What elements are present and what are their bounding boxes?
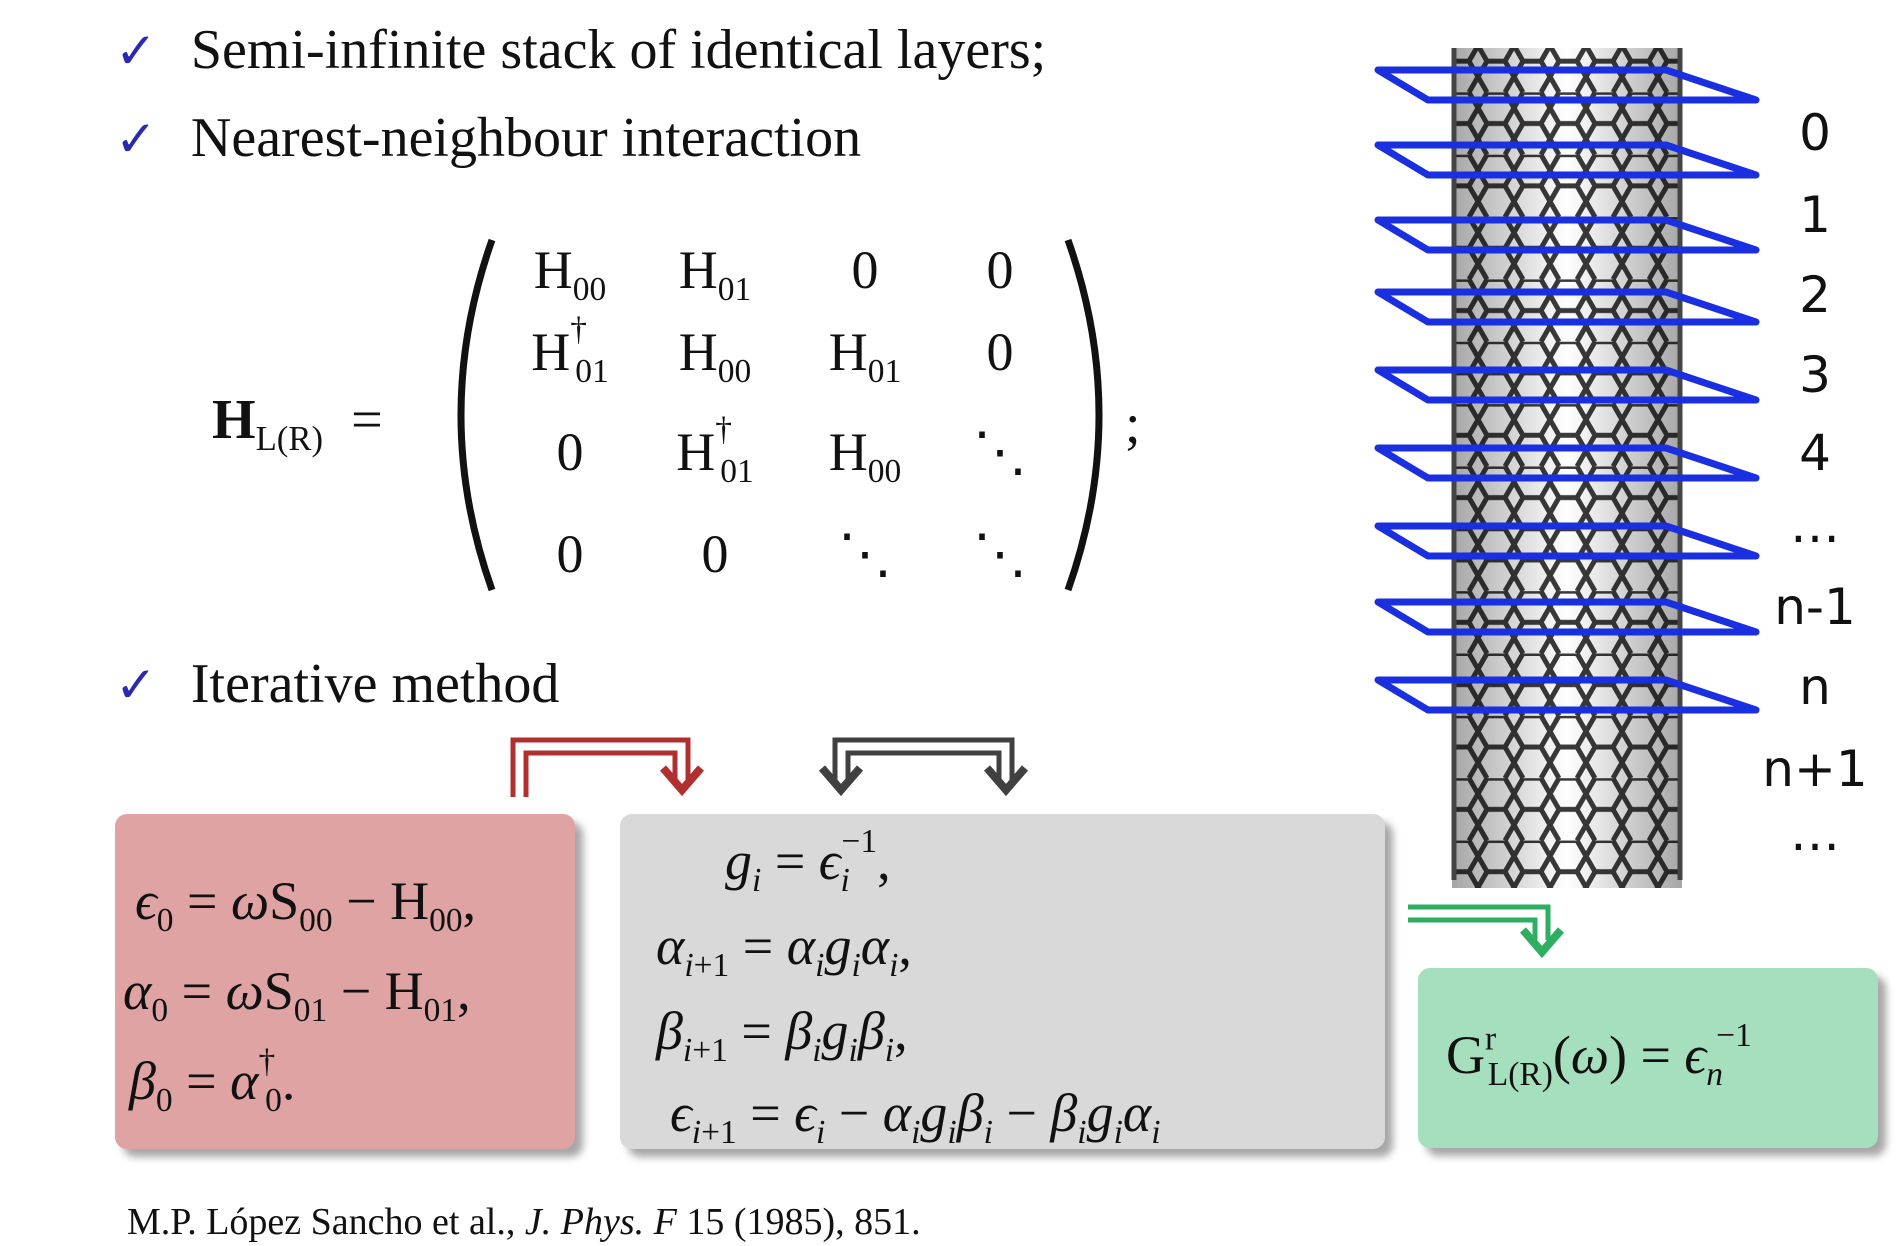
layer-plane — [1374, 141, 1760, 179]
layer-label: 2 — [1799, 266, 1831, 324]
bullet-iterative: ✓ Iterative method — [115, 656, 559, 712]
nanotube-body — [1451, 48, 1683, 888]
layer-label: 1 — [1799, 186, 1831, 244]
layer-label: … — [1790, 804, 1840, 862]
matrix-cell: ⋱ — [838, 524, 892, 584]
hamiltonian-lhs: HL(R) = — [212, 389, 383, 459]
layer-plane — [1374, 288, 1760, 326]
matrix-cell: H00 — [828, 422, 902, 490]
layer-label: … — [1790, 496, 1840, 554]
check-icon: ✓ — [115, 110, 157, 168]
layer-plane — [1374, 676, 1760, 714]
dark-double-arrow — [818, 737, 1029, 797]
hamiltonian-matrix: H00 H01 0 0 H†01 H00 H01 0 0 H†01 H00 ⋱ … — [200, 225, 1160, 605]
matrix-cell: ⋱ — [973, 524, 1027, 584]
bullet-layers: ✓ Semi-infinite stack of identical layers… — [115, 22, 1046, 78]
layer-plane — [1374, 444, 1760, 482]
matrix-cell: 0 — [851, 240, 879, 300]
matrix-cell: 0 — [556, 422, 584, 482]
matrix-cell: H00 — [533, 240, 607, 308]
bullet-text: Iterative method — [190, 653, 560, 715]
layer-plane — [1374, 366, 1760, 404]
layer-plane — [1374, 216, 1760, 254]
matrix-cell: 0 — [986, 322, 1014, 382]
eq-epsilon-next: ϵi+1 = ϵi − αigiβi − βigiαi — [670, 1083, 1161, 1151]
layer-label: n — [1799, 658, 1831, 716]
matrix-cell: ⋱ — [973, 422, 1027, 482]
reference-authors: M.P. López Sancho et al., — [127, 1201, 516, 1243]
nanotube-layer-stack — [1374, 48, 1760, 888]
matrix-cell: H†01 — [676, 410, 754, 490]
eq-alpha-next: αi+1 = αigiαi, — [656, 916, 912, 984]
matrix-cell: H00 — [678, 322, 752, 390]
eq-epsilon0: ϵ0 = ωS00 − H00, — [135, 871, 477, 939]
layer-label: 4 — [1799, 424, 1831, 482]
layer-label: n+1 — [1762, 740, 1868, 798]
bullet-text: Nearest-neighbour interaction — [190, 107, 862, 169]
result-box: GrL(R)(ω) = ϵn−1 — [1418, 968, 1878, 1148]
eq-g: gi = ϵi−1, — [725, 823, 891, 899]
eq-beta-next: βi+1 = βigiβi, — [656, 1001, 908, 1069]
check-icon: ✓ — [115, 656, 157, 714]
matrix-cell: H†01 — [531, 310, 609, 390]
layer-label: 0 — [1799, 104, 1831, 162]
layer-plane — [1374, 522, 1760, 560]
layer-label: n-1 — [1774, 578, 1856, 636]
matrix-brackets — [457, 238, 1103, 592]
bullet-text: Semi-infinite stack of identical layers; — [190, 19, 1047, 81]
matrix-cell: 0 — [556, 524, 584, 584]
matrix-semicolon: ; — [1125, 393, 1141, 455]
eq-alpha0: α0 = ωS01 − H01, — [123, 961, 471, 1029]
reference-citation: M.P. López Sancho et al., J. Phys. F 15 … — [127, 1200, 921, 1244]
reference-details: 15 (1985), 851. — [686, 1201, 921, 1243]
layer-planes — [1374, 66, 1760, 714]
layer-plane — [1374, 598, 1760, 636]
eq-beta0: β0 = α†0. — [129, 1043, 296, 1119]
reference-journal: J. Phys. F — [524, 1201, 677, 1243]
initial-conditions-box: ϵ0 = ωS00 − H00, α0 = ωS01 − H01, β0 = α… — [115, 814, 575, 1149]
layer-label: 3 — [1799, 346, 1831, 404]
eq-green-function: GrL(R)(ω) = ϵn−1 — [1446, 1017, 1752, 1093]
red-double-arrow — [510, 737, 705, 797]
matrix-cell: H01 — [828, 322, 902, 390]
layer-plane — [1374, 66, 1760, 104]
matrix-cell: 0 — [986, 240, 1014, 300]
bullet-interaction: ✓ Nearest-neighbour interaction — [115, 110, 861, 166]
matrix-cell: 0 — [701, 524, 729, 584]
green-double-arrow — [1408, 904, 1565, 959]
iteration-box: gi = ϵi−1, αi+1 = αigiαi, βi+1 = βigiβi,… — [620, 814, 1385, 1149]
check-icon: ✓ — [115, 22, 157, 80]
matrix-cell: H01 — [678, 240, 752, 308]
